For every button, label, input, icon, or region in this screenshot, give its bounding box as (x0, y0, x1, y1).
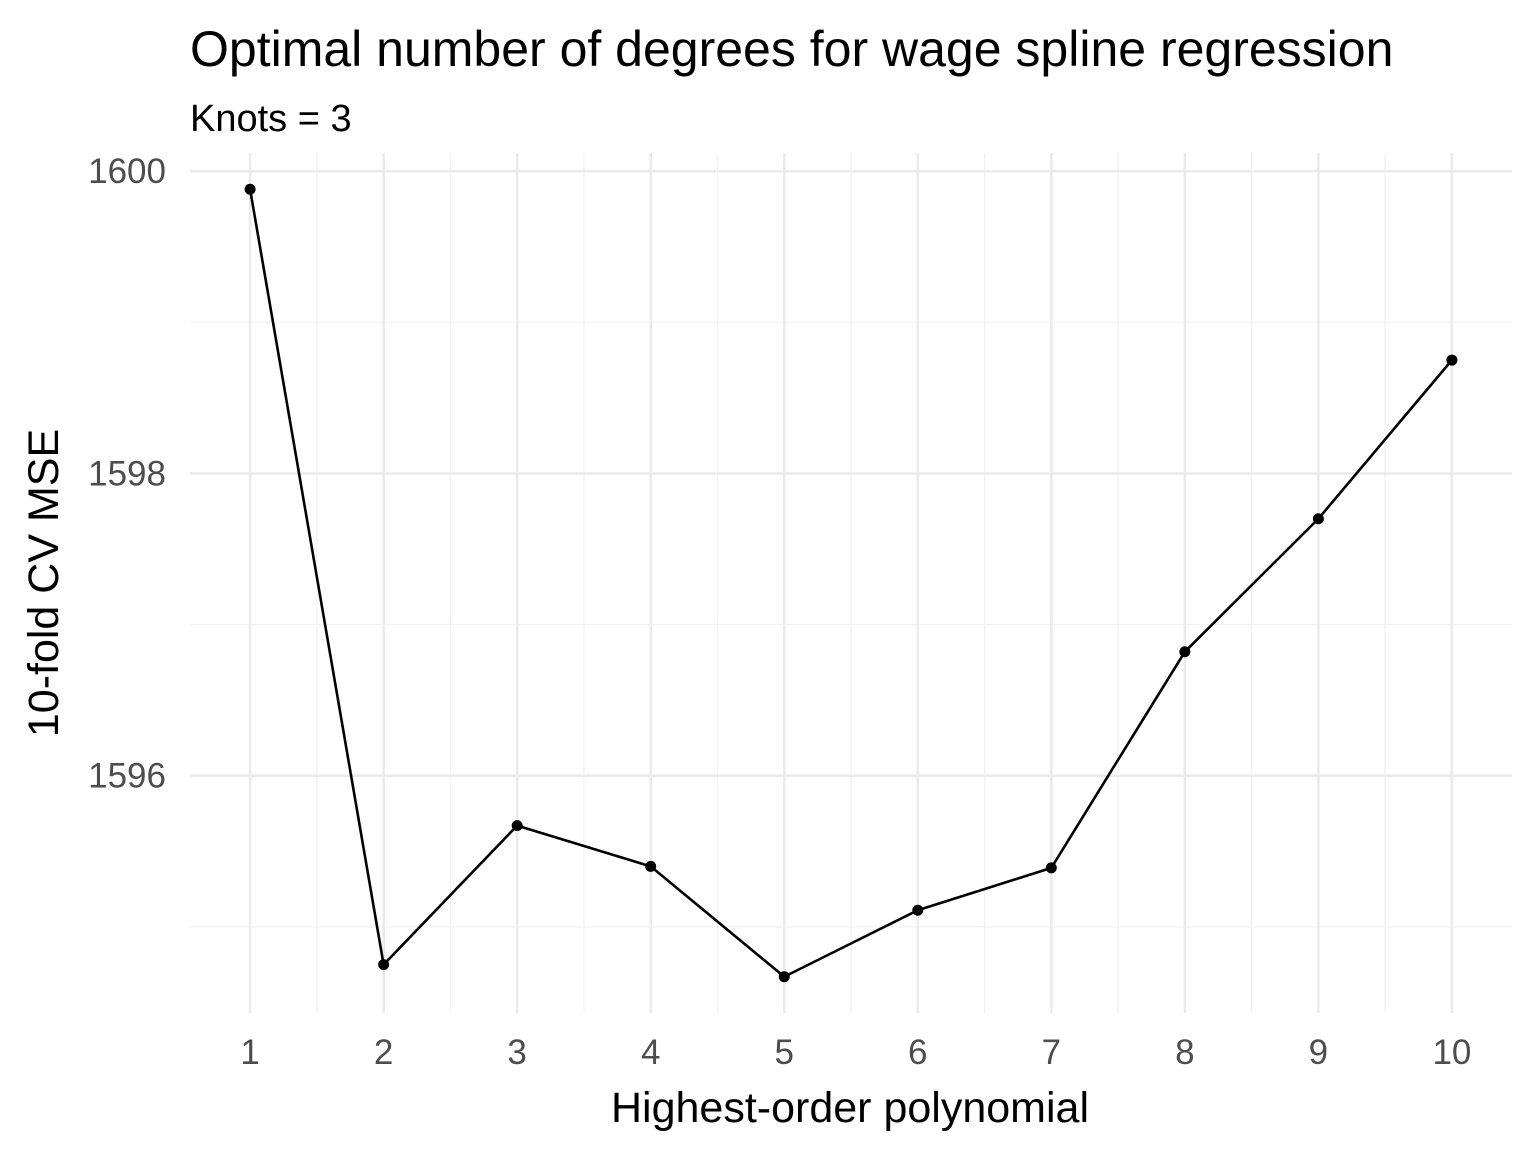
x-tick-label: 6 (908, 1033, 927, 1072)
x-tick-label: 4 (641, 1033, 660, 1072)
x-tick-label: 7 (1042, 1033, 1061, 1072)
data-point (1045, 862, 1057, 874)
data-point (645, 860, 657, 872)
y-axis-title: 10-fold CV MSE (20, 429, 68, 737)
x-tick-label: 10 (1432, 1033, 1471, 1072)
data-point (778, 971, 790, 983)
data-point (1179, 646, 1191, 658)
y-tick-label: 1598 (88, 454, 166, 493)
y-tick-label: 1600 (88, 152, 166, 191)
y-tick-labels: 1596 1598 1600 (88, 152, 166, 796)
major-gridlines (190, 153, 1512, 1013)
series-line (248, 189, 1453, 979)
x-tick-labels: 1 2 3 4 5 6 7 8 9 10 (240, 1033, 1471, 1072)
x-tick-label: 2 (374, 1033, 393, 1072)
x-tick-label: 9 (1309, 1033, 1328, 1072)
x-tick-label: 3 (507, 1033, 526, 1072)
x-tick-label: 5 (774, 1033, 793, 1072)
data-point (378, 959, 390, 971)
data-point (1446, 354, 1458, 366)
y-tick-label: 1596 (88, 757, 166, 796)
x-tick-label: 1 (240, 1033, 259, 1072)
x-axis-title: Highest-order polynomial (611, 1084, 1089, 1132)
data-point (511, 820, 523, 832)
chart-subtitle: Knots = 3 (190, 98, 352, 140)
minor-gridlines (190, 153, 1512, 1013)
data-point (244, 183, 256, 195)
chart-title: Optimal number of degrees for wage splin… (190, 21, 1393, 77)
data-point (1312, 513, 1324, 525)
data-point (912, 904, 924, 916)
data-points (244, 183, 1458, 983)
x-tick-label: 8 (1175, 1033, 1194, 1072)
